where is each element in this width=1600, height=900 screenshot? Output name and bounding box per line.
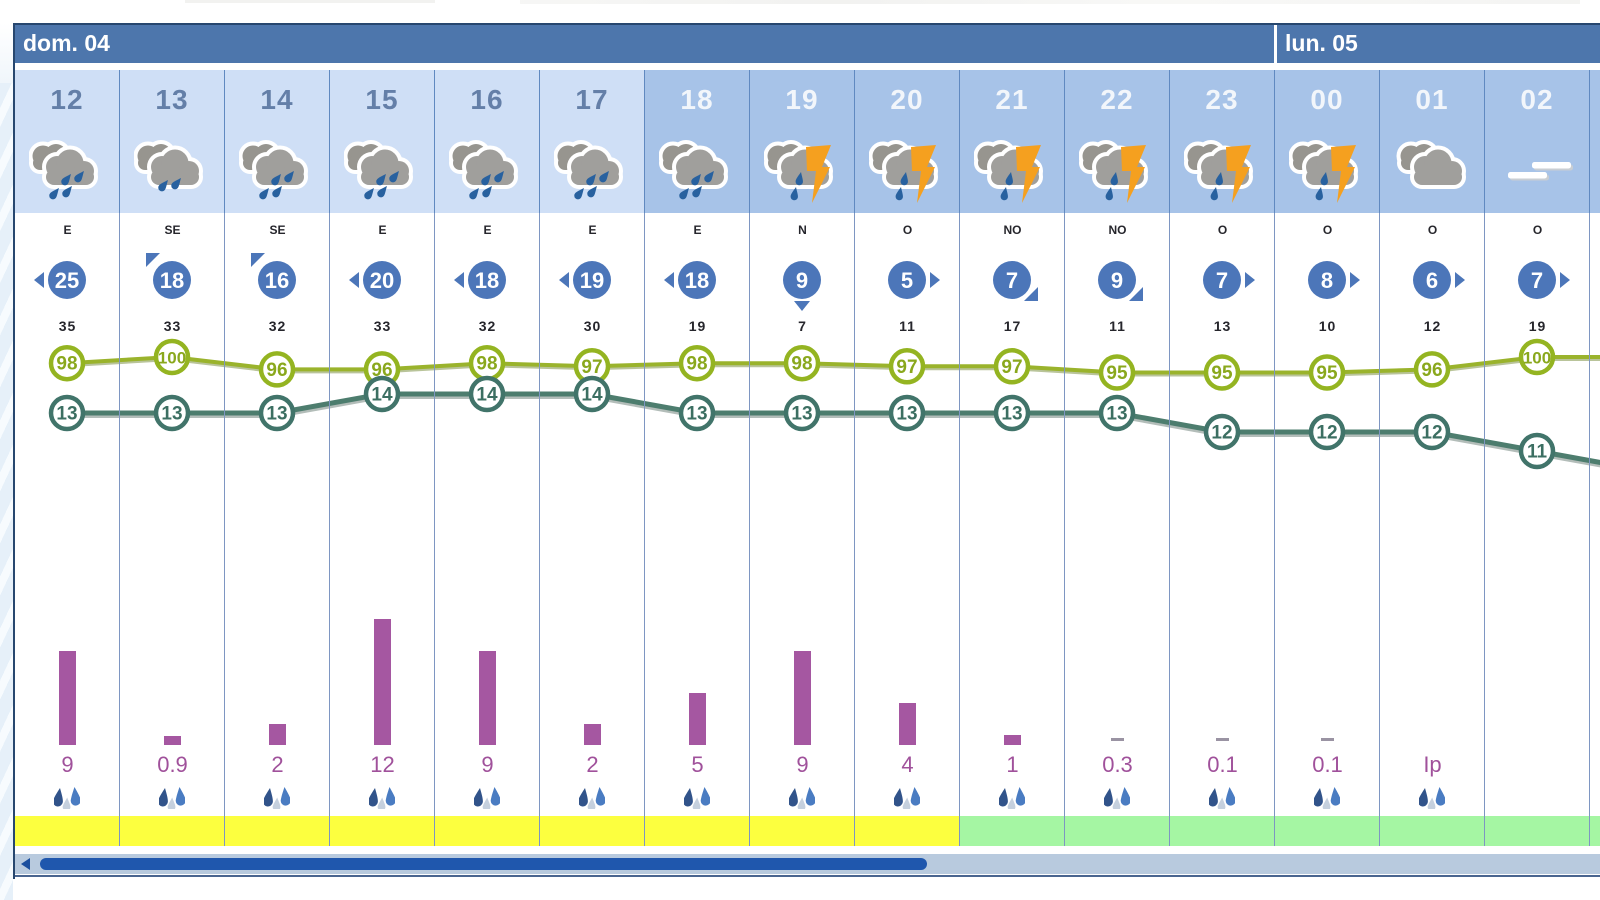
svg-text:13: 13: [896, 404, 917, 425]
svg-text:14: 14: [581, 385, 603, 406]
svg-text:98: 98: [56, 354, 77, 375]
svg-text:13: 13: [686, 404, 707, 425]
svg-text:97: 97: [896, 357, 917, 378]
svg-text:95: 95: [1316, 363, 1338, 384]
svg-text:100: 100: [1523, 349, 1551, 368]
svg-text:95: 95: [1106, 363, 1128, 384]
svg-text:97: 97: [1001, 357, 1022, 378]
svg-text:98: 98: [476, 354, 497, 375]
svg-text:96: 96: [266, 360, 287, 381]
svg-text:14: 14: [371, 385, 393, 406]
svg-text:12: 12: [1211, 423, 1232, 444]
svg-text:13: 13: [161, 404, 182, 425]
svg-text:12: 12: [1316, 423, 1337, 444]
svg-text:13: 13: [266, 404, 287, 425]
svg-text:95: 95: [1211, 363, 1233, 384]
svg-text:98: 98: [686, 354, 707, 375]
svg-text:11: 11: [1527, 442, 1548, 463]
svg-text:13: 13: [1106, 404, 1127, 425]
svg-text:14: 14: [476, 385, 498, 406]
svg-text:100: 100: [158, 349, 186, 368]
svg-text:13: 13: [56, 404, 77, 425]
svg-text:12: 12: [1421, 423, 1442, 444]
svg-text:13: 13: [1001, 404, 1022, 425]
svg-text:96: 96: [371, 360, 392, 381]
svg-text:98: 98: [791, 354, 812, 375]
svg-text:96: 96: [1421, 360, 1442, 381]
svg-text:13: 13: [791, 404, 812, 425]
svg-text:97: 97: [581, 357, 602, 378]
